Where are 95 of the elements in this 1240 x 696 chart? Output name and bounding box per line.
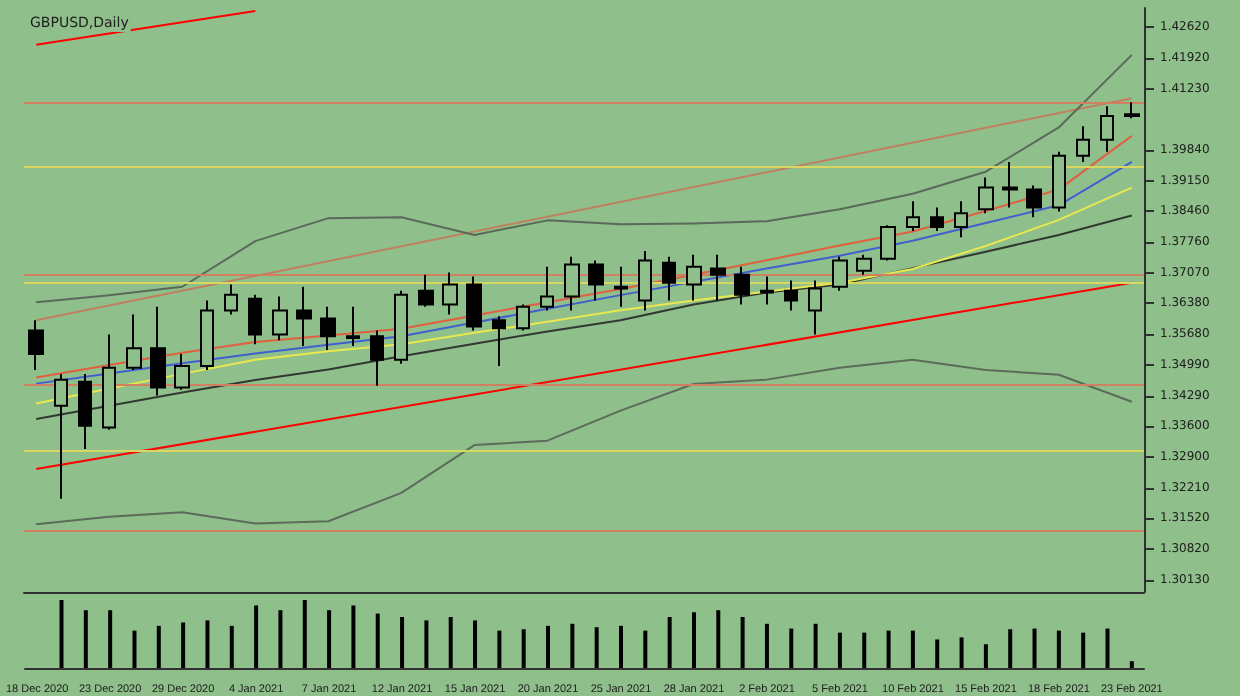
candlestick xyxy=(102,333,116,431)
candlestick xyxy=(150,305,166,397)
bar xyxy=(643,630,648,668)
line-series xyxy=(35,358,1133,526)
bar xyxy=(1032,628,1037,668)
candlestick xyxy=(662,255,676,302)
candlestick xyxy=(272,295,288,342)
candlestick xyxy=(418,273,434,308)
bar xyxy=(691,612,696,668)
bar xyxy=(205,620,210,668)
candlestick xyxy=(978,176,994,215)
candlestick xyxy=(930,206,944,232)
candlestick xyxy=(78,372,92,451)
bar xyxy=(764,623,769,668)
bar xyxy=(1008,629,1013,668)
bar xyxy=(448,617,453,668)
bar xyxy=(1129,661,1134,668)
line-series xyxy=(35,214,1133,421)
candlestick xyxy=(856,253,872,276)
candlestick xyxy=(394,289,408,365)
candlestick xyxy=(248,293,262,346)
bar xyxy=(886,630,891,668)
bar xyxy=(910,630,915,668)
bar xyxy=(570,623,575,668)
bar xyxy=(594,627,599,668)
bar xyxy=(375,613,380,668)
bar xyxy=(837,632,842,668)
bar xyxy=(546,625,551,668)
bar xyxy=(1105,628,1110,668)
candlestick xyxy=(200,299,214,371)
bar xyxy=(862,632,867,668)
candlestick xyxy=(224,283,238,316)
candlestick xyxy=(54,372,68,500)
bar xyxy=(473,620,478,668)
candlestick xyxy=(614,265,628,308)
bar xyxy=(813,623,818,668)
candlestick xyxy=(734,265,750,306)
candlestick xyxy=(1124,101,1140,120)
bar xyxy=(302,600,307,668)
candlestick xyxy=(1002,160,1018,209)
bar xyxy=(521,629,526,668)
bar xyxy=(327,610,332,668)
bar xyxy=(278,610,283,668)
bar xyxy=(83,610,88,668)
candlestick xyxy=(492,315,506,367)
bar xyxy=(497,630,502,668)
candlestick xyxy=(710,253,726,302)
candlestick xyxy=(320,305,336,351)
bar xyxy=(959,637,964,668)
candlestick xyxy=(784,279,798,312)
bar xyxy=(716,610,721,668)
bar xyxy=(156,625,161,668)
bar xyxy=(400,617,405,668)
candlestick xyxy=(28,319,44,371)
candlestick xyxy=(126,313,142,371)
candlestick xyxy=(588,259,604,302)
bar xyxy=(132,630,137,668)
candlestick xyxy=(1076,125,1090,163)
candlestick xyxy=(466,275,482,332)
candlestick xyxy=(516,303,530,332)
bar xyxy=(740,617,745,668)
bar xyxy=(254,605,259,668)
line-series xyxy=(35,186,1133,405)
bar xyxy=(351,605,356,668)
bar xyxy=(619,625,623,668)
line-series xyxy=(35,53,1133,304)
candlestick xyxy=(564,255,580,312)
candlestick xyxy=(174,352,190,391)
candlestick xyxy=(760,275,774,306)
bar xyxy=(1056,630,1061,668)
bar xyxy=(789,628,794,668)
candlestick xyxy=(1052,150,1066,213)
candlestick xyxy=(880,224,896,262)
candlestick xyxy=(954,200,968,239)
bar xyxy=(59,600,64,668)
candlestick xyxy=(442,271,458,316)
candlestick xyxy=(832,255,848,292)
candlestick xyxy=(296,285,312,348)
candlestick xyxy=(346,305,360,348)
bar xyxy=(108,610,113,668)
bar xyxy=(424,620,429,668)
candlestick xyxy=(1100,105,1114,153)
candlestick xyxy=(370,329,384,387)
candlestick xyxy=(686,253,702,302)
candlestick xyxy=(906,200,920,232)
candlestick xyxy=(1026,184,1042,219)
bar xyxy=(983,644,988,668)
bar xyxy=(229,625,234,668)
bar xyxy=(1081,632,1086,668)
candlestick xyxy=(540,265,554,312)
bar xyxy=(935,639,940,668)
candlestick xyxy=(808,279,822,336)
bar xyxy=(181,622,186,668)
bar xyxy=(667,617,672,668)
candlestick xyxy=(638,249,652,312)
